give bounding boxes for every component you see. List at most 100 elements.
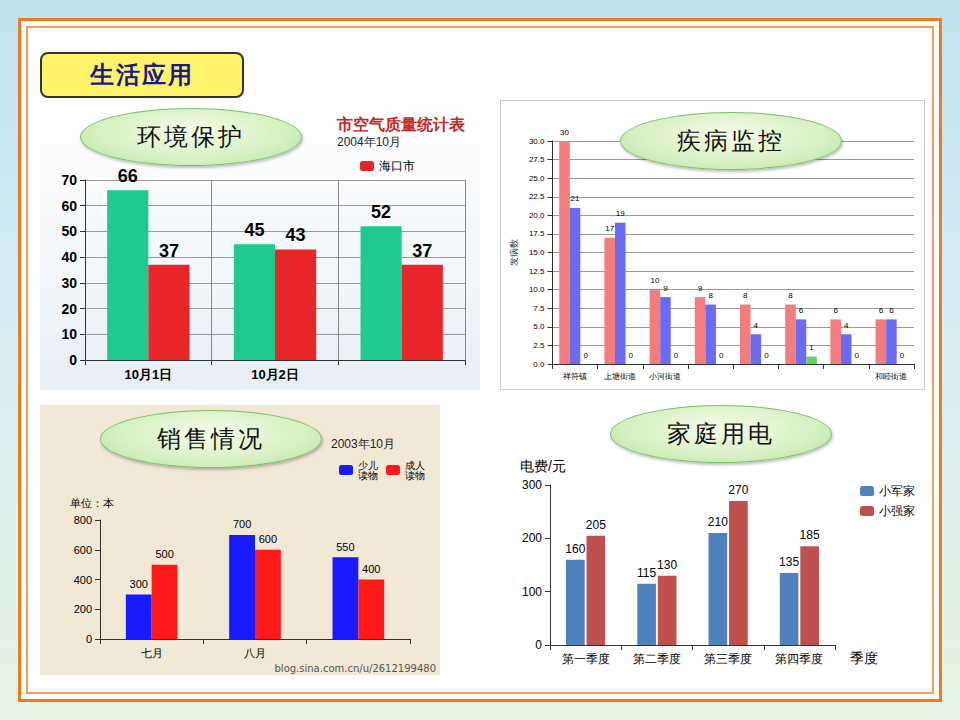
svg-text:800: 800 [74, 514, 92, 526]
svg-text:八月: 八月 [244, 647, 266, 659]
svg-text:单位：本: 单位：本 [70, 497, 114, 509]
html-text:生活应用: 生活应用 [90, 61, 194, 89]
svg-text:22.5: 22.5 [529, 192, 545, 201]
svg-text:第四季度: 第四季度 [775, 652, 823, 666]
svg-text:6: 6 [879, 306, 884, 315]
svg-text:4: 4 [844, 321, 849, 330]
svg-text:400: 400 [362, 563, 380, 575]
svg-text:2004年10月: 2004年10月 [337, 135, 401, 149]
svg-text:8: 8 [788, 291, 793, 300]
svg-text:45: 45 [244, 220, 264, 240]
svg-text:第三季度: 第三季度 [704, 652, 752, 666]
svg-text:2003年10月: 2003年10月 [331, 437, 395, 451]
svg-text:21: 21 [571, 194, 580, 203]
svg-text:2.5: 2.5 [533, 341, 545, 350]
svg-text:100: 100 [522, 585, 542, 599]
svg-text:200: 200 [522, 531, 542, 545]
svg-text:37: 37 [159, 241, 179, 261]
svg-text:9: 9 [663, 284, 668, 293]
svg-text:0.0: 0.0 [533, 360, 545, 369]
svg-text:0: 0 [583, 351, 588, 360]
svg-text:15.0: 15.0 [529, 248, 545, 257]
svg-text:0: 0 [764, 351, 769, 360]
svg-text:50: 50 [61, 223, 77, 239]
svg-text:30: 30 [560, 128, 569, 137]
svg-text:600: 600 [74, 544, 92, 556]
svg-text:10: 10 [61, 326, 77, 342]
svg-text:读物: 读物 [405, 470, 425, 481]
svg-text:6: 6 [833, 306, 838, 315]
svg-text:135: 135 [779, 555, 799, 569]
svg-text:0: 0 [900, 351, 905, 360]
svg-text:4: 4 [754, 321, 759, 330]
svg-text:27.5: 27.5 [529, 155, 545, 164]
svg-text:210: 210 [708, 515, 728, 529]
svg-text:300: 300 [130, 578, 148, 590]
svg-text:20.0: 20.0 [529, 211, 545, 220]
svg-text:和睦街道: 和睦街道 [875, 372, 907, 381]
svg-text:10月2日: 10月2日 [251, 367, 299, 382]
svg-text:0: 0 [86, 633, 92, 645]
svg-text:上塘街道: 上塘街道 [604, 372, 636, 381]
svg-text:30.0: 30.0 [529, 137, 545, 146]
svg-text:160: 160 [565, 542, 585, 556]
svg-text:第一季度: 第一季度 [562, 652, 610, 666]
svg-text:52: 52 [371, 202, 391, 222]
svg-text:6: 6 [799, 306, 804, 315]
svg-text:小军家: 小军家 [879, 484, 915, 498]
svg-text:第二季度: 第二季度 [633, 652, 681, 666]
svg-text:祥符镇: 祥符镇 [563, 372, 587, 381]
svg-text:66: 66 [118, 166, 138, 186]
svg-text:70: 70 [61, 172, 77, 188]
svg-text:10月1日: 10月1日 [124, 367, 172, 382]
svg-text:700: 700 [233, 518, 251, 530]
svg-text:市空气质量统计表: 市空气质量统计表 [336, 116, 466, 133]
svg-text:205: 205 [586, 518, 606, 532]
svg-text:400: 400 [74, 574, 92, 586]
svg-text:300: 300 [522, 478, 542, 492]
svg-text:17.5: 17.5 [529, 229, 545, 238]
svg-text:200: 200 [74, 603, 92, 615]
svg-text:600: 600 [259, 533, 277, 545]
svg-text:60: 60 [61, 198, 77, 214]
svg-text:发病数: 发病数 [509, 239, 519, 266]
svg-text:7.5: 7.5 [533, 304, 545, 313]
svg-text:0: 0 [674, 351, 679, 360]
svg-text:10.0: 10.0 [529, 285, 545, 294]
svg-text:8: 8 [743, 291, 748, 300]
svg-text:185: 185 [800, 528, 820, 542]
svg-text:5.0: 5.0 [533, 322, 545, 331]
svg-text:电费/元: 电费/元 [520, 458, 566, 474]
svg-text:读物: 读物 [358, 470, 378, 481]
svg-text:七月: 七月 [141, 647, 163, 659]
svg-text:blog.sina.com.cn/u/2612199480: blog.sina.com.cn/u/2612199480 [275, 663, 436, 674]
svg-text:43: 43 [286, 225, 306, 245]
svg-text:小河街道: 小河街道 [649, 372, 681, 381]
svg-text:1: 1 [809, 343, 814, 352]
svg-text:0: 0 [719, 351, 724, 360]
svg-text:25.0: 25.0 [529, 174, 545, 183]
svg-text:550: 550 [336, 541, 354, 553]
svg-text:500: 500 [155, 548, 173, 560]
svg-text:0: 0 [855, 351, 860, 360]
svg-text:0: 0 [535, 638, 542, 652]
svg-text:10: 10 [650, 276, 659, 285]
svg-text:30: 30 [61, 275, 77, 291]
svg-text:17: 17 [605, 224, 614, 233]
svg-text:19: 19 [616, 209, 625, 218]
svg-text:0: 0 [69, 352, 77, 368]
svg-text:9: 9 [698, 284, 703, 293]
svg-text:8: 8 [708, 291, 713, 300]
svg-text:0: 0 [629, 351, 634, 360]
svg-text:小强家: 小强家 [879, 504, 915, 518]
svg-text:37: 37 [412, 241, 432, 261]
svg-text:130: 130 [657, 558, 677, 572]
svg-text:海口市: 海口市 [379, 159, 415, 173]
svg-text:115: 115 [637, 566, 656, 580]
svg-text:6: 6 [889, 306, 894, 315]
svg-text:季度: 季度 [850, 650, 878, 666]
svg-text:12.5: 12.5 [529, 267, 545, 276]
svg-text:40: 40 [61, 249, 77, 265]
svg-text:270: 270 [728, 483, 748, 497]
svg-text:20: 20 [61, 301, 77, 317]
